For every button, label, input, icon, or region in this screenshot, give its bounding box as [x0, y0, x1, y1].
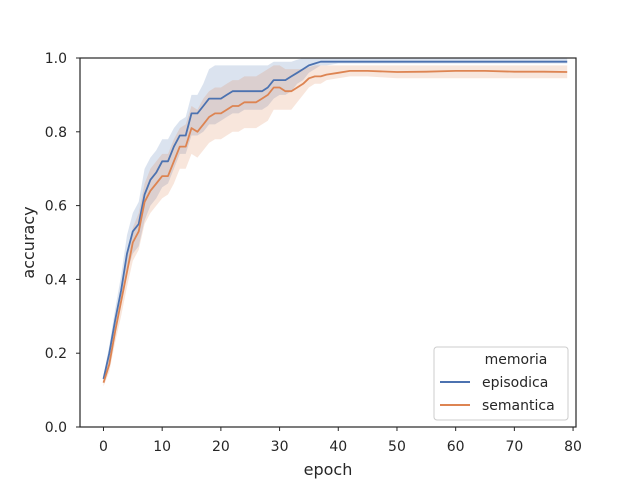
- series-lines: [102, 60, 568, 383]
- legend-label-episodica: episodica: [482, 375, 548, 391]
- x-axis-label: epoch: [304, 460, 353, 479]
- x-tick-label: 60: [447, 439, 465, 455]
- y-axis-label: accuracy: [19, 206, 38, 278]
- x-tick-label: 30: [271, 439, 289, 455]
- y-tick-label: 1.0: [45, 51, 67, 67]
- y-axis-ticks: 0.0 0.2 0.4 0.6 0.8 1.0: [45, 51, 80, 436]
- x-tick-label: 70: [505, 439, 523, 455]
- series-line-semantica: [102, 70, 568, 383]
- x-tick-label: 40: [329, 439, 347, 455]
- legend: memoria episodica semantica: [433, 346, 569, 421]
- series-line-episodica: [102, 60, 568, 380]
- legend-label-semantica: semantica: [482, 398, 555, 414]
- x-tick-label: 0: [99, 439, 108, 455]
- y-tick-label: 0.8: [45, 125, 67, 141]
- legend-title: memoria: [485, 352, 548, 368]
- x-tick-label: 80: [564, 439, 582, 455]
- y-tick-label: 0.6: [45, 199, 67, 215]
- y-tick-label: 0.2: [45, 346, 67, 362]
- plot-frame: [79, 57, 577, 428]
- x-axis-ticks: 0 10 20 30 40 50 60 70 80: [99, 427, 582, 455]
- x-tick-label: 50: [388, 439, 406, 455]
- x-tick-label: 20: [212, 439, 230, 455]
- x-tick-label: 10: [153, 439, 171, 455]
- y-tick-label: 0.0: [45, 420, 67, 436]
- legend-box: [433, 346, 569, 421]
- y-tick-label: 0.4: [45, 272, 67, 288]
